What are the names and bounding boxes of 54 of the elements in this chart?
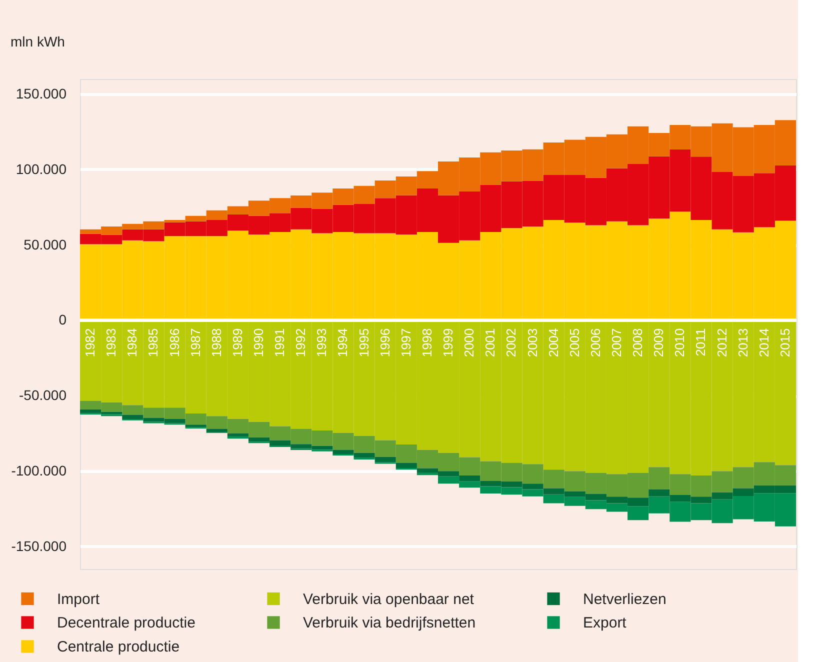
x-tick-label: 1998 xyxy=(419,328,434,358)
x-tick-label: 1997 xyxy=(398,328,414,358)
y-tick-label: -100.000 xyxy=(11,462,67,478)
x-tick-label: 1999 xyxy=(440,328,456,358)
bar xyxy=(416,472,438,476)
legend-label: Import xyxy=(57,590,100,608)
x-tick-label: 1996 xyxy=(377,328,392,358)
x-tick-label: 2015 xyxy=(777,328,792,358)
legend-label: Export xyxy=(583,614,628,632)
y-tick-label: 100.000 xyxy=(16,160,67,177)
x-tick-label: 1990 xyxy=(251,328,266,358)
x-tick-label: 1985 xyxy=(146,328,161,358)
bar xyxy=(185,424,206,428)
x-tick-label: 2012 xyxy=(714,328,730,358)
legend-label: Verbruik via openbaar net xyxy=(303,590,475,608)
x-tick-label: 1993 xyxy=(314,328,330,358)
bar xyxy=(396,462,417,468)
x-tick-label: 1987 xyxy=(188,328,203,358)
x-tick-label: 2014 xyxy=(756,328,772,358)
x-tick-label: 2001 xyxy=(482,328,498,358)
y-axis-title: mln kWh xyxy=(10,34,65,50)
x-tick-label: 2002 xyxy=(504,328,519,358)
x-tick-label: 1983 xyxy=(104,328,119,358)
y-tick-label: 150.000 xyxy=(16,86,67,102)
x-tick-label: 2011 xyxy=(693,328,708,356)
x-tick-label: 2009 xyxy=(651,328,666,358)
bar xyxy=(227,433,248,437)
x-tick-label: 1992 xyxy=(293,328,308,358)
legend-label: Centrale productie xyxy=(57,638,180,656)
y-tick-label: -150.000 xyxy=(11,538,67,554)
x-tick-label: 1984 xyxy=(124,328,140,358)
x-tick-label: 1988 xyxy=(208,328,224,358)
x-tick-label: 2010 xyxy=(672,328,688,358)
x-tick-label: 1986 xyxy=(166,328,182,358)
y-tick-label: 0 xyxy=(58,312,67,328)
legend-label: Verbruik via bedrijfsnetten xyxy=(303,614,476,632)
x-tick-label: 2013 xyxy=(735,328,750,358)
y-tick-label: 50.000 xyxy=(24,236,67,252)
x-tick-label: 1982 xyxy=(82,328,98,358)
x-tick-label: 2003 xyxy=(524,328,540,358)
x-tick-label: 1995 xyxy=(356,328,372,358)
bar xyxy=(206,428,228,432)
x-tick-label: 2006 xyxy=(588,328,603,358)
x-tick-label: 1989 xyxy=(230,328,245,358)
x-tick-label: 2005 xyxy=(566,328,582,358)
x-tick-label: 2000 xyxy=(462,328,477,358)
x-tick-label: 2007 xyxy=(609,328,624,358)
x-tick-label: 1994 xyxy=(335,328,350,358)
x-tick-label: 2004 xyxy=(546,328,561,358)
legend-label: Decentrale productie xyxy=(57,614,196,632)
x-tick-label: 1991 xyxy=(272,328,288,358)
x-tick-label: 2008 xyxy=(630,328,646,358)
legend-label: Netverliezen xyxy=(583,590,666,608)
y-tick-label: -50.000 xyxy=(19,387,67,404)
